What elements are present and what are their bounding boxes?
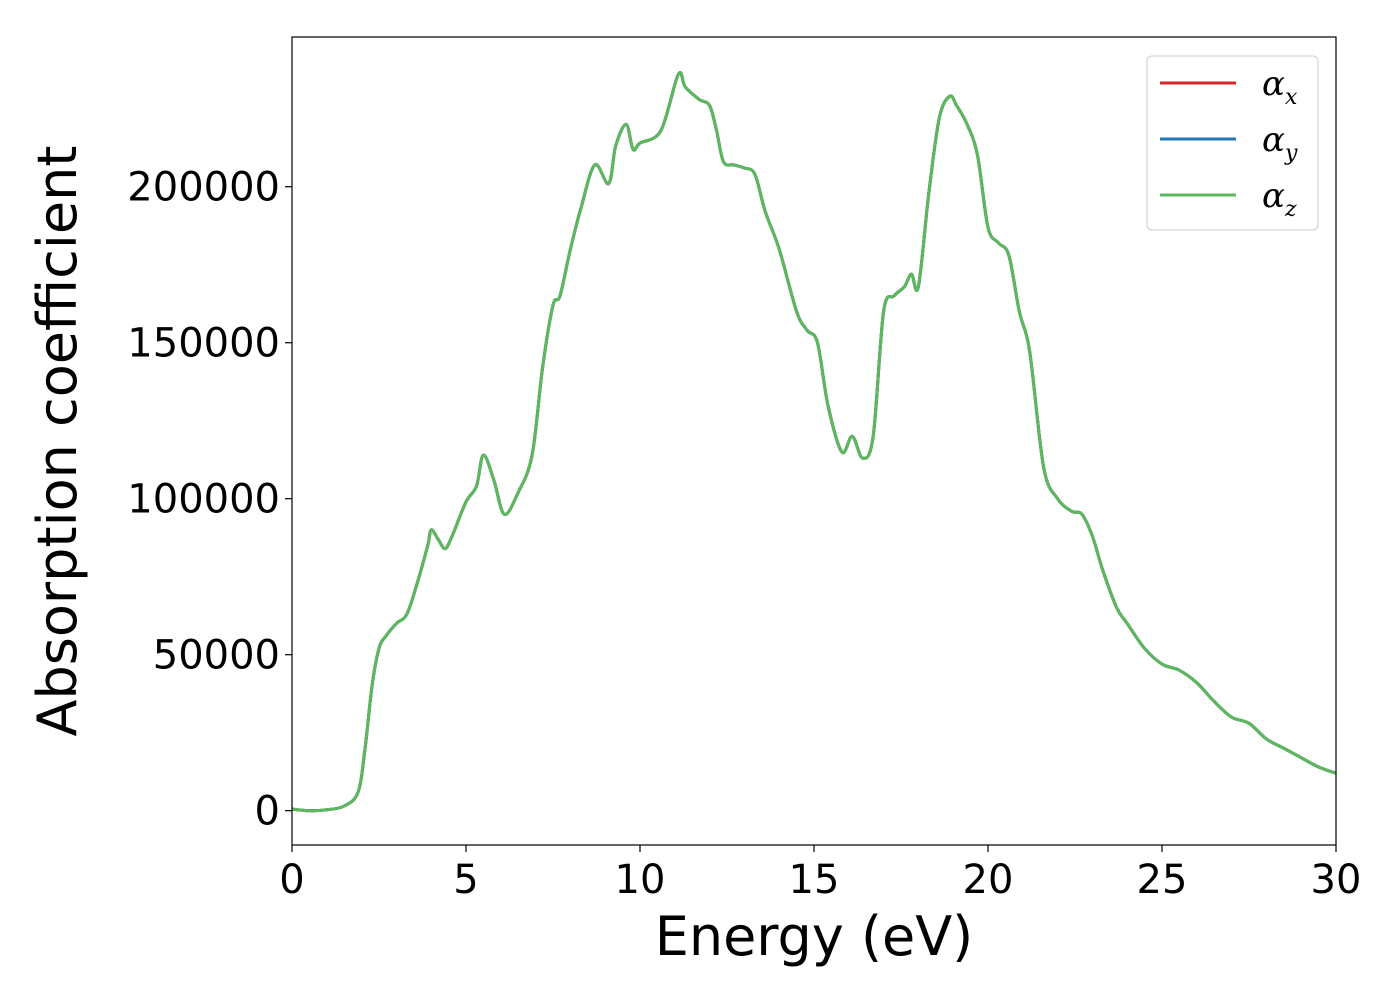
y-tick-label: 0	[255, 789, 280, 835]
x-tick-label: 10	[615, 857, 666, 903]
y-tick-label: 150000	[127, 321, 280, 367]
x-tick-label: 30	[1311, 857, 1362, 903]
x-axis-label: Energy (eV)	[655, 905, 974, 968]
x-axis: 0 5 10 15 20 25 30	[279, 845, 1361, 903]
x-tick-label: 15	[789, 857, 840, 903]
x-tick-label: 5	[453, 857, 478, 903]
y-axis: 0 50000 100000 150000 200000	[127, 165, 292, 835]
y-tick-label: 200000	[127, 165, 280, 211]
x-tick-label: 25	[1137, 857, 1188, 903]
legend-label-x: αx	[1262, 64, 1298, 110]
legend-label-z: αz	[1262, 176, 1297, 222]
y-tick-label: 100000	[127, 477, 280, 523]
legend-box	[1146, 55, 1319, 231]
y-tick-label: 50000	[153, 633, 280, 679]
legend-label-y: αy	[1262, 120, 1298, 166]
y-axis-label: Absorption coefficient	[26, 146, 89, 737]
x-tick-label: 0	[279, 857, 304, 903]
legend: αx αy αz	[1146, 55, 1319, 231]
series-layer	[292, 71, 1336, 813]
x-tick-label: 20	[963, 857, 1014, 903]
series-line-z	[292, 71, 1336, 813]
